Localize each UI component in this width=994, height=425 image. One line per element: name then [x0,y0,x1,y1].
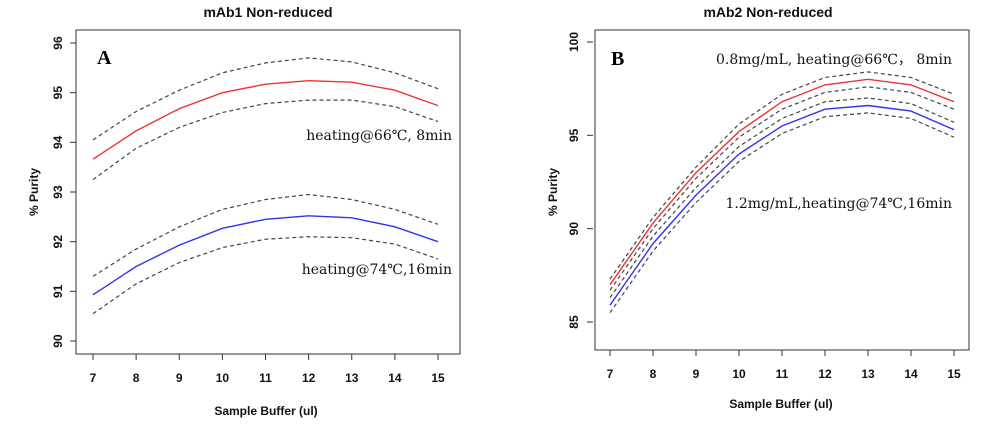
y-tick-label: 95 [567,128,581,142]
x-axis-title: Sample Buffer (ul) [214,404,317,418]
x-tick-label: 12 [818,367,832,381]
y-tick-label: 93 [51,185,65,199]
x-axis-title: Sample Buffer (ul) [729,397,832,411]
confidence-band-line [92,236,439,315]
plot-frame [594,29,970,351]
x-tick-label: 12 [302,371,316,385]
y-axis-title: % Purity [27,168,41,216]
x-tick-label: 15 [947,367,961,381]
series-line [609,78,955,286]
x-tick-label: 7 [90,371,97,385]
annotation-label: heating@66℃, 8min [306,128,452,144]
confidence-band-line [609,86,955,291]
y-tick-label: 90 [567,222,581,236]
chart-title: mAb1 Non-reduced [203,4,332,20]
x-tick-label: 11 [776,367,789,381]
x-tick-label: 8 [133,371,140,385]
series-line [92,79,439,160]
x-tick-label: 9 [693,367,700,381]
panel-label: A [97,47,112,69]
plot-frame [75,29,461,355]
x-tick-label: 15 [431,371,445,385]
annotation-label: 0.8mg/mL, heating@66℃， 8min [716,52,952,68]
annotation-label: heating@74℃,16min [302,262,452,278]
series-line [92,215,439,296]
confidence-band-line [92,57,439,141]
y-tick-label: 96 [51,36,65,50]
series-line [609,104,955,306]
confidence-band-line [92,193,439,277]
x-tick-label: 9 [176,371,183,385]
x-tick-label: 7 [607,367,614,381]
y-tick-label: 85 [567,315,581,329]
chart-panel-b: mAb2 Non-reduced B Sample Buffer (ul) % … [546,4,970,411]
y-tick-label: 94 [51,135,65,149]
x-tick-label: 14 [904,367,918,381]
panel-label: B [611,48,624,70]
x-tick-label: 8 [650,367,657,381]
x-tick-label: 10 [732,367,746,381]
x-tick-label: 14 [388,371,402,385]
y-tick-label: 90 [51,334,65,348]
chart-panel-a: mAb1 Non-reduced A Sample Buffer (ul) % … [27,4,461,418]
confidence-band-line [609,71,955,280]
y-tick-label: 92 [51,235,65,249]
chart-title: mAb2 Non-reduced [703,4,832,20]
confidence-band-line [92,99,439,181]
x-tick-label: 13 [861,367,875,381]
y-tick-label: 91 [51,284,65,298]
annotation-label: 1.2mg/mL,heating@74℃,16min [726,196,952,212]
y-tick-label: 95 [51,86,65,100]
x-tick-label: 13 [345,371,359,385]
y-axis-title: % Purity [546,168,560,216]
y-tick-label: 100 [567,32,581,52]
x-tick-label: 11 [259,371,272,385]
x-tick-label: 10 [216,371,230,385]
